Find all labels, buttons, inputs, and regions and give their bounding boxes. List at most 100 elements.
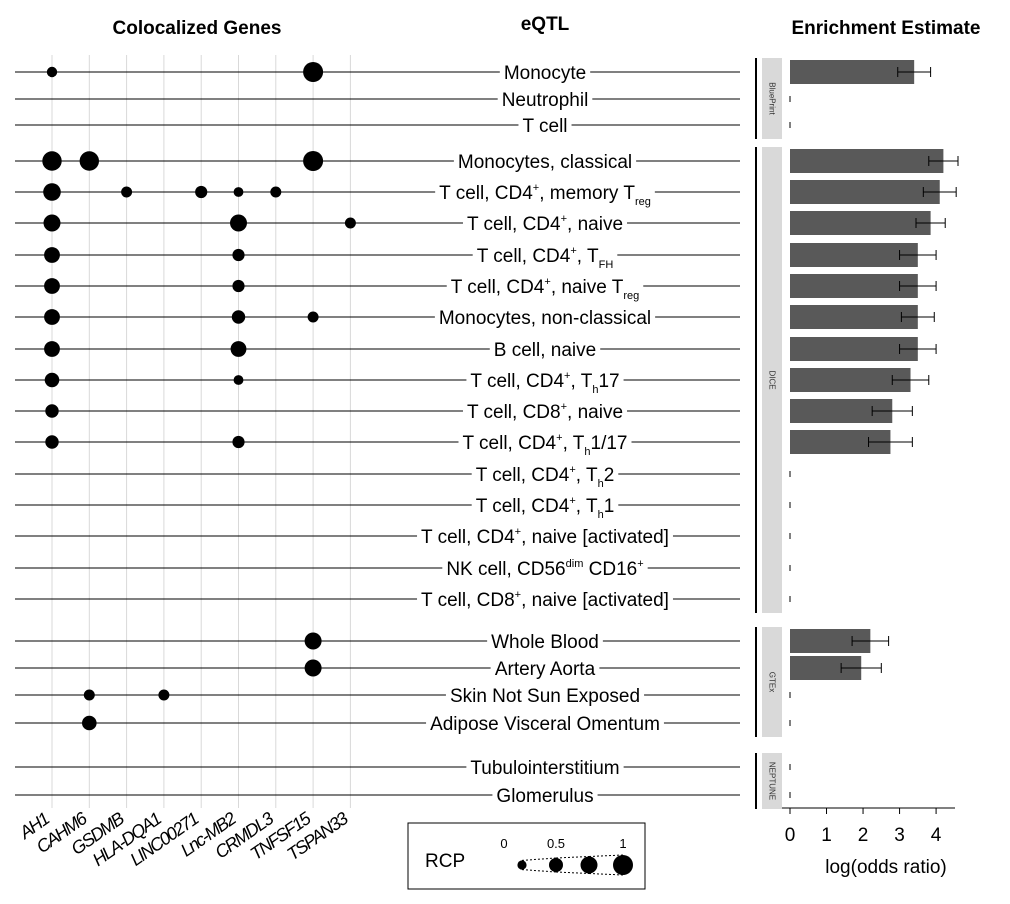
rcp-dot [44, 372, 60, 388]
row-label-text: Monocyte [504, 63, 586, 84]
row-label-text: Skin Not Sun Exposed [450, 686, 640, 707]
rcp-dot [43, 214, 61, 232]
legend-level-label: 0 [500, 836, 507, 851]
row-label-text: 17 [598, 371, 619, 392]
enrichment-bar [790, 60, 915, 84]
row-label-sup: + [561, 213, 567, 225]
row-label: T cell, CD4+, naive [467, 213, 623, 235]
row-label-sub: h [598, 509, 604, 521]
row-label-sup: + [564, 370, 570, 382]
gene-grid [51, 55, 351, 808]
row-label: T cell, CD4+, Th1 [476, 495, 615, 521]
row-label-text: T cell, CD4 [451, 277, 545, 298]
legend-connector [555, 871, 590, 874]
facet-label: GTEx [768, 672, 777, 692]
header-enrichment: Enrichment Estimate [792, 18, 981, 39]
rcp-dot [121, 186, 133, 198]
enrichment-bar [790, 368, 911, 392]
rcp-dot [344, 217, 356, 229]
legend-level-label: 0.5 [547, 836, 565, 851]
rcp-dot [304, 659, 322, 677]
row-label-text: Neutrophil [502, 90, 589, 111]
row-label-sub: h [584, 446, 590, 458]
row-label-text: T cell, CD4 [476, 465, 570, 486]
row-label-text: , naive [567, 214, 623, 235]
row-label: Adipose Visceral Omentum [430, 714, 660, 735]
row-label-sup: + [570, 245, 576, 257]
row-label-text: , T [563, 433, 585, 454]
row-label: Tubulointerstitium [470, 758, 619, 779]
rcp-dot [233, 187, 244, 197]
rcp-dot [303, 151, 324, 171]
legend-dot [549, 858, 563, 872]
row-label: T cell, CD8+, naive [467, 401, 623, 423]
rcp-dot [304, 632, 322, 650]
row-lines [15, 71, 740, 796]
row-label-text: , T [577, 246, 599, 267]
row-label-text: , T [576, 465, 598, 486]
row-label-sup: + [637, 558, 643, 570]
legend-title: RCP [425, 851, 465, 872]
rcp-dot [46, 66, 58, 78]
rcp-dot [230, 214, 247, 232]
rcp-dot [42, 151, 62, 171]
x-tick-label: 1 [821, 825, 832, 846]
facet-strip [762, 147, 782, 613]
row-label: T cell, CD8+, naive [activated] [421, 589, 669, 611]
row-label: T cell [522, 116, 567, 137]
enrichment-bar [790, 149, 944, 173]
rcp-dot [82, 715, 97, 731]
row-label-text: CD16 [583, 559, 637, 580]
legend-connector [521, 869, 557, 873]
row-label-text: T cell, CD4 [477, 246, 571, 267]
row-label-sup: + [556, 432, 562, 444]
row-label-sup: + [533, 182, 539, 194]
x-tick-label: 0 [785, 825, 796, 846]
header-eqtl: eQTL [521, 14, 570, 35]
enrichment-bar [790, 274, 918, 298]
rcp-dot [270, 186, 282, 198]
row-label-text: T cell, CD8 [467, 402, 561, 423]
row-labels: Monocyte Neutrophil T cell Monocytes, class… [421, 63, 669, 807]
rcp-dot [44, 341, 60, 357]
row-label-text: T cell, CD4 [470, 371, 564, 392]
rcp-dot [158, 689, 170, 701]
row-label-text: T cell, CD4 [476, 496, 570, 517]
rcp-dot [303, 62, 324, 82]
row-label-text: , naive T [551, 277, 624, 298]
row-label: Monocytes, classical [458, 152, 632, 173]
row-label-text: , naive [567, 402, 623, 423]
facet-label: BluePrint [768, 82, 777, 115]
row-label-sub: h [592, 384, 598, 396]
facet-label: NEPTUNE [768, 762, 777, 800]
row-label-sup: + [569, 464, 575, 476]
rcp-dot [231, 310, 246, 324]
row-label-text: Whole Blood [491, 632, 599, 653]
enrichment-bar [790, 180, 940, 204]
row-label-text: Artery Aorta [495, 659, 596, 680]
row-label-text: T cell [522, 116, 567, 137]
row-label-text: Monocytes, classical [458, 152, 632, 173]
row-label: Neutrophil [502, 90, 589, 111]
row-label: T cell, CD4+, Th1/17 [463, 432, 628, 458]
row-label: T cell, CD4+, memory Treg [439, 182, 651, 208]
row-label: Skin Not Sun Exposed [450, 686, 640, 707]
facet-strip [762, 753, 782, 809]
row-label: NK cell, CD56dim CD16+ [446, 558, 643, 580]
enrichment-x-axis-label: log(odds ratio) [825, 857, 946, 878]
legend-dot [580, 856, 598, 874]
rcp-legend: RCP 0 0.5 1 [407, 822, 646, 890]
row-label: T cell, CD4+, Th2 [476, 464, 615, 490]
row-label: B cell, naive [494, 340, 596, 361]
row-label-text: NK cell, CD56 [446, 559, 565, 580]
enrichment-bars [789, 60, 959, 798]
header-colocalized-genes: Colocalized Genes [113, 18, 282, 39]
row-label-text: Tubulointerstitium [470, 758, 619, 779]
rcp-dot [44, 278, 60, 294]
rcp-dot [232, 435, 245, 449]
row-label-sub: h [598, 478, 604, 490]
rcp-dot [43, 183, 61, 201]
row-label-text: T cell, CD4 [467, 214, 561, 235]
row-label-text: T cell, CD4 [463, 433, 557, 454]
